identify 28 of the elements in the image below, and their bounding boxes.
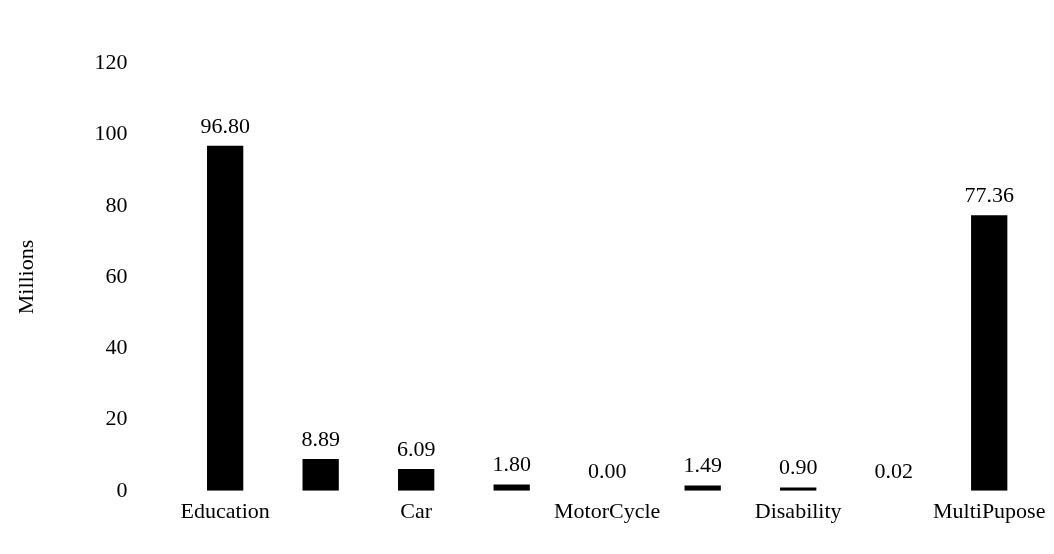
y-tick-label: 80: [105, 191, 128, 217]
bar: [302, 459, 339, 491]
bar: [493, 484, 530, 491]
x-tick-label: Car: [400, 497, 433, 523]
data-label: 96.80: [200, 112, 250, 138]
y-tick-label: 0: [116, 476, 128, 502]
x-tick-label: Education: [180, 497, 270, 523]
data-label: 0.90: [778, 454, 818, 480]
data-label: 0.00: [587, 457, 627, 483]
bar: [398, 469, 435, 491]
data-label: 1.49: [683, 452, 722, 478]
data-label: 8.89: [301, 425, 340, 451]
data-label: 1.80: [492, 451, 531, 477]
data-label: 77.36: [964, 181, 1014, 207]
x-tick-label: MotorCycle: [554, 497, 661, 523]
y-tick-label: 20: [105, 405, 128, 431]
x-tick-label: MultiPupose: [932, 497, 1046, 523]
y-tick-label: 100: [94, 120, 128, 146]
y-axis-title: Millions: [12, 239, 38, 315]
bar: [971, 215, 1008, 491]
y-tick-label: 120: [94, 48, 128, 74]
data-label: 6.09: [396, 435, 436, 461]
x-tick-label: Disability: [754, 497, 842, 523]
y-tick-label: 40: [105, 334, 128, 360]
bar: [207, 145, 244, 491]
y-tick-label: 60: [105, 262, 128, 288]
bar: [684, 485, 721, 491]
data-label: 0.02: [874, 457, 913, 483]
